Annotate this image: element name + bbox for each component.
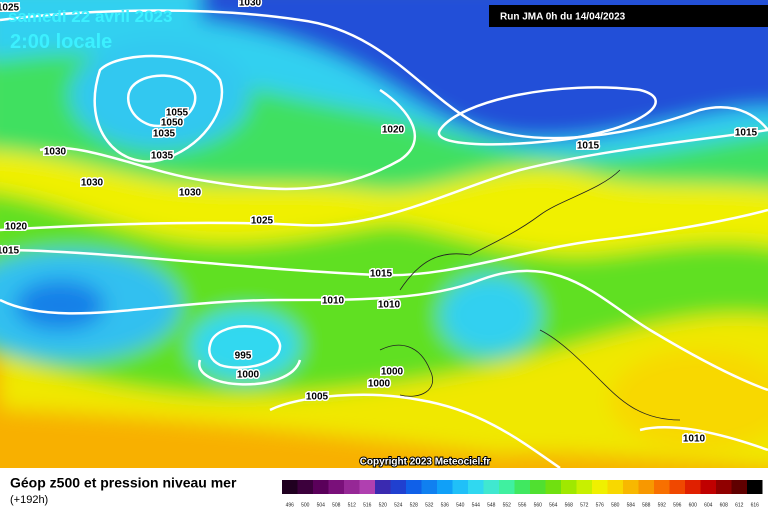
isobar-label: 1015	[577, 141, 600, 152]
legend-value: 524	[394, 502, 403, 508]
forecast-time: 2:00 locale	[10, 31, 112, 53]
copyright: Copyright 2023 Meteociel.fr	[360, 457, 491, 468]
legend-value: 572	[580, 502, 589, 508]
isobar-label: 1020	[382, 125, 405, 136]
legend-value: 616	[751, 502, 760, 508]
isobar-label: 1025	[0, 3, 20, 14]
isobar-label: 1015	[735, 128, 758, 139]
legend-value: 508	[332, 502, 341, 508]
legend-swatch	[514, 480, 530, 494]
legend-swatch	[731, 480, 747, 494]
isobar-label: 995	[235, 351, 252, 362]
legend-value: 612	[735, 502, 744, 508]
legend-swatch	[545, 480, 561, 494]
isobar-label: 1055	[166, 108, 189, 119]
legend-value: 584	[627, 502, 636, 508]
legend-value: 552	[503, 502, 512, 508]
isobar-label: 1030	[44, 147, 67, 158]
isobars	[0, 9, 768, 470]
legend-value: 516	[363, 502, 372, 508]
legend-value: 544	[472, 502, 481, 508]
legend-swatch	[297, 480, 313, 494]
isobar-label: 1000	[237, 370, 260, 381]
isobar-label: 1035	[151, 151, 174, 162]
isobar-label: 1000	[368, 379, 391, 390]
legend-swatch	[344, 480, 360, 494]
isobar-label: 1010	[683, 434, 706, 445]
isobar-label: 1030	[81, 178, 104, 189]
isobar-label: 1000	[381, 367, 404, 378]
legend-swatch	[499, 480, 515, 494]
forecast-date: samedi 22 avril 2023	[8, 7, 172, 26]
isobar-label: 1035	[153, 129, 176, 140]
color-legend: 496 500 504 508 512 516 520 524 528 532 536 540 544 5…	[282, 480, 763, 508]
legend-value: 532	[425, 502, 434, 508]
legend-value: 592	[658, 502, 667, 508]
legend-swatch	[437, 480, 453, 494]
legend-swatch	[282, 480, 298, 494]
legend-value: 580	[611, 502, 620, 508]
legend-swatch	[359, 480, 375, 494]
legend-swatch	[406, 480, 422, 494]
legend-value: 608	[720, 502, 729, 508]
isobar-label: 1050	[161, 118, 184, 129]
legend-swatch	[313, 480, 329, 494]
run-info: Run JMA 0h du 14/04/2023	[500, 12, 626, 23]
legend-value: 520	[379, 502, 388, 508]
legend-value: 556	[518, 502, 527, 508]
legend-swatch	[530, 480, 546, 494]
legend-swatch	[623, 480, 639, 494]
map-field	[0, 0, 768, 470]
legend-value: 564	[549, 502, 558, 508]
legend-value: 604	[704, 502, 713, 508]
legend-swatch	[685, 480, 701, 494]
isobar-label: 1030	[239, 0, 262, 9]
legend-swatch	[375, 480, 391, 494]
legend-swatch	[747, 480, 763, 494]
legend-value: 548	[487, 502, 496, 508]
legend-swatch	[421, 480, 437, 494]
isobar-label: 1005	[306, 392, 329, 403]
legend-swatch	[700, 480, 716, 494]
legend-value: 588	[642, 502, 651, 508]
coastlines	[379, 169, 681, 421]
legend-value: 600	[689, 502, 698, 508]
footer-lead: (+192h)	[10, 494, 48, 506]
legend-value: 496	[286, 502, 295, 508]
isobar-label: 1010	[322, 296, 345, 307]
isobar-label: 1015	[370, 269, 393, 280]
legend-swatch	[592, 480, 608, 494]
legend-value: 540	[456, 502, 465, 508]
legend-swatch	[328, 480, 344, 494]
isobar-label: 1010	[378, 300, 401, 311]
legend-swatch	[576, 480, 592, 494]
legend-swatch	[716, 480, 732, 494]
legend-swatch	[607, 480, 623, 494]
legend-swatch	[390, 480, 406, 494]
legend-swatch	[483, 480, 499, 494]
isobar-labels: 1025103010551050103510301030103510301020…	[0, 0, 759, 446]
run-box	[489, 5, 768, 27]
footer-title: Géop z500 et pression niveau mer	[10, 475, 237, 491]
legend-value: 500	[301, 502, 310, 508]
legend-swatch	[638, 480, 654, 494]
isobar-label: 1030	[179, 188, 202, 199]
legend-value: 536	[441, 502, 450, 508]
legend-swatch	[669, 480, 685, 494]
legend-swatch	[468, 480, 484, 494]
legend-value: 512	[348, 502, 357, 508]
legend-value: 504	[317, 502, 326, 508]
legend-value: 560	[534, 502, 543, 508]
legend-value: 596	[673, 502, 682, 508]
isobar-label: 1020	[5, 222, 28, 233]
legend-swatch	[561, 480, 577, 494]
isobar-label: 1025	[251, 216, 274, 227]
legend-swatch	[452, 480, 468, 494]
isobar-label: 1015	[0, 246, 20, 257]
legend-swatch	[654, 480, 670, 494]
legend-value: 576	[596, 502, 605, 508]
legend-value: 528	[410, 502, 419, 508]
legend-value: 568	[565, 502, 574, 508]
